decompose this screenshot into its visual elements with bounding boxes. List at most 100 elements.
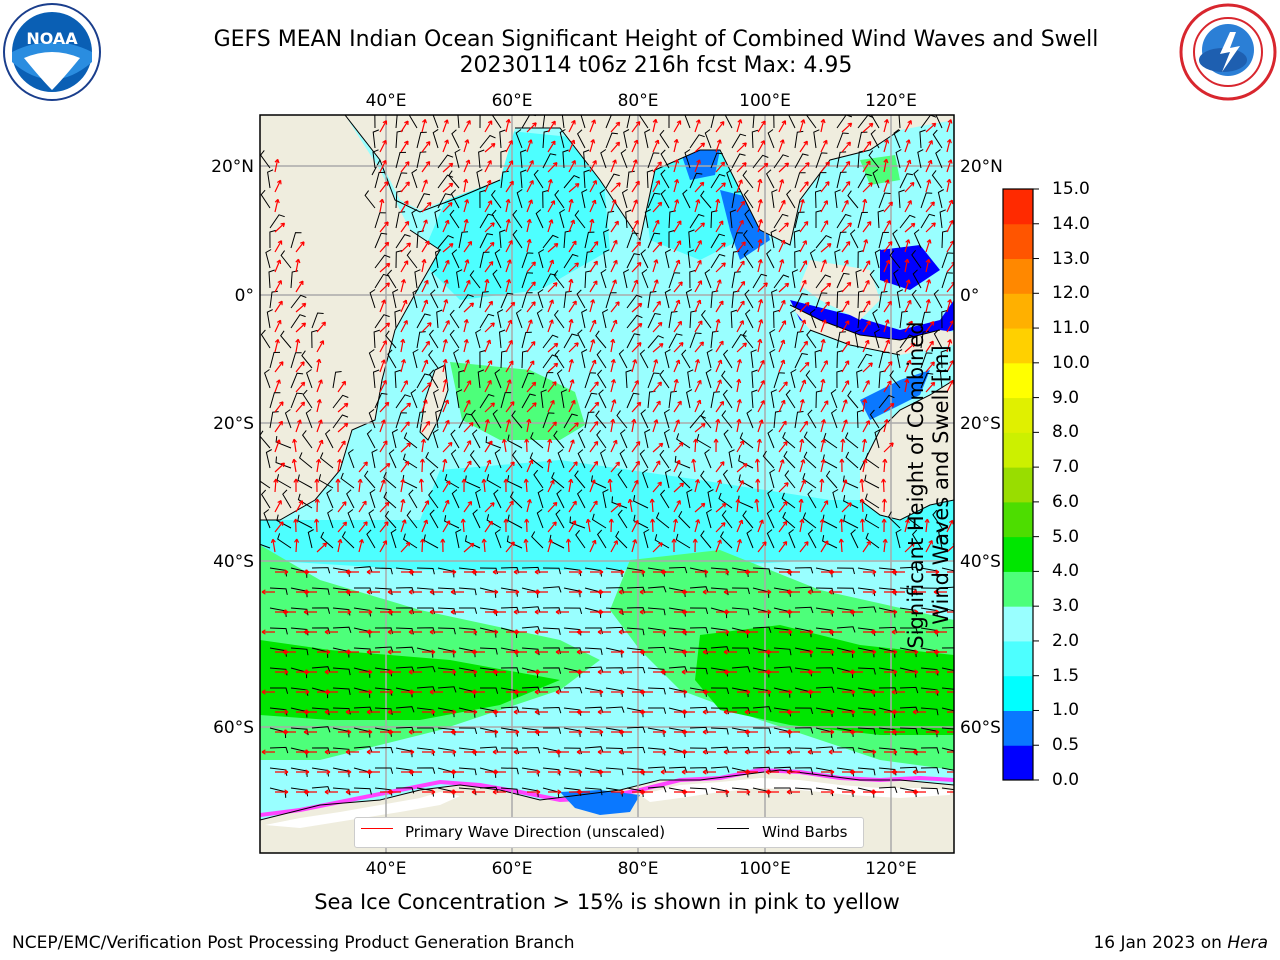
wave-direction-arrow [568,422,579,433]
wave-direction-arrow [924,518,930,533]
wind-barb [721,370,733,389]
wave-direction-arrow [610,540,618,553]
wave-direction-arrow [778,120,787,133]
wave-direction-arrow [421,258,427,273]
wind-barb [872,169,880,189]
wind-barb [815,667,835,674]
wind-barb [457,115,460,129]
wind-barb [521,606,541,613]
wave-direction-arrow [338,729,352,735]
wave-direction-arrow [442,458,448,473]
wave-direction-arrow [569,569,583,575]
wind-barb [744,289,754,309]
wave-direction-arrow [337,380,346,393]
wind-barb [395,211,406,229]
wave-direction-arrow [765,649,779,655]
wave-direction-arrow [400,299,408,313]
wind-barb [374,567,393,575]
wave-direction-arrow [379,139,387,153]
wind-barb [437,154,454,169]
wave-direction-arrow [485,589,499,595]
wind-barb [374,646,394,653]
wind-barb [870,115,880,129]
wave-direction-arrow [799,361,810,373]
wind-barb [856,369,863,389]
wind-barb [537,488,544,509]
wave-direction-arrow [610,239,618,253]
wave-direction-arrow [882,538,888,553]
wave-direction-arrow [590,729,604,735]
colorbar-frame [1002,188,1034,781]
wave-direction-arrow [610,319,618,333]
wind-barb [521,252,534,269]
wave-direction-arrow [925,381,936,393]
wave-direction-arrow [337,538,343,553]
wave-direction-arrow [736,538,742,553]
wave-direction-arrow [757,120,766,133]
wave-direction-arrow [471,569,485,575]
wind-barb [710,746,730,754]
wave-direction-arrow [631,159,638,173]
wind-barb [920,352,933,369]
wind-barb [290,687,309,696]
wave-direction-arrow [652,201,663,213]
wave-direction-arrow [589,479,596,493]
wind-barb [765,169,775,189]
wave-direction-arrow [597,629,611,635]
wave-direction-arrow [694,222,705,233]
wave-direction-arrow [296,689,310,695]
wave-direction-arrow [547,259,555,273]
wave-direction-arrow [463,279,471,293]
wind-barb [626,726,646,734]
wave-direction-arrow [673,499,681,513]
wind-barb [794,787,813,796]
wind-barb [933,289,943,309]
wave-direction-arrow [589,539,597,553]
wind-barb [280,250,292,269]
wave-direction-arrow [275,769,289,775]
wind-barb [773,274,790,289]
wind-barb [790,369,797,389]
wave-direction-arrow [632,569,646,575]
wind-barb [898,115,901,129]
wind-barb [386,269,397,289]
wave-direction-arrow [443,569,457,575]
wave-direction-arrow [421,340,430,353]
wave-direction-arrow [568,461,578,473]
wave-direction-arrow [673,138,679,153]
wave-direction-arrow [576,749,590,755]
wave-direction-arrow [547,362,559,373]
wave-direction-arrow [821,789,835,795]
wind-barb [782,431,796,449]
colorbar-segment [1003,745,1033,781]
wave-direction-arrow [841,122,853,133]
wave-direction-arrow [513,709,527,715]
wind-barb [395,115,398,129]
wave-direction-arrow [842,789,856,795]
wind-barb [347,449,355,469]
wave-direction-arrow [933,649,947,655]
wave-direction-arrow [736,398,742,413]
wave-direction-arrow [862,160,871,173]
wave-direction-arrow [695,569,709,575]
wind-barb [542,567,561,575]
wave-direction-arrow [838,538,844,553]
wave-direction-arrow [484,322,495,333]
wave-direction-arrow [547,342,559,353]
wave-direction-arrow [778,222,789,233]
wind-barb [626,253,641,269]
wind-barb [668,333,683,349]
wind-barb [689,586,709,593]
wind-barb [941,309,948,329]
wave-direction-arrow [295,280,304,293]
wave-direction-arrow [778,162,790,173]
wind-barb [374,707,393,715]
wind-barb [437,174,454,189]
wave-direction-arrow [715,479,722,493]
wind-barb [499,129,506,149]
wave-direction-arrow [568,478,574,493]
wave-direction-arrow [820,338,826,353]
wave-direction-arrow [779,629,793,635]
wind-barb [941,567,954,572]
